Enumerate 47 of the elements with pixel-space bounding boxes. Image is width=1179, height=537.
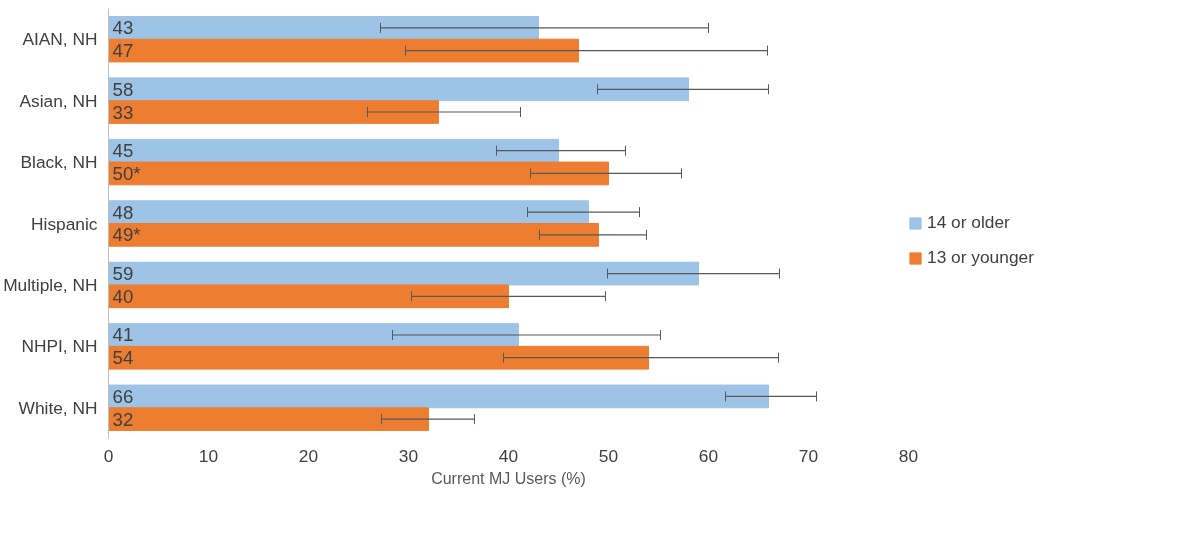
- y-tick-label: Multiple, NH: [3, 274, 98, 295]
- bar: [108, 161, 609, 186]
- y-tick-label: Asian, NH: [19, 90, 98, 111]
- data-label: 59: [112, 263, 134, 285]
- x-tick-label: 60: [698, 445, 719, 466]
- x-tick-label: 70: [798, 445, 819, 466]
- y-tick-label: White, NH: [18, 397, 98, 418]
- bar: [108, 200, 589, 224]
- data-label: 48: [112, 201, 134, 223]
- data-label: 45: [112, 140, 134, 162]
- data-label: 43: [112, 17, 134, 39]
- data-label: 66: [112, 385, 134, 407]
- bar: [108, 284, 509, 309]
- data-label: 32: [112, 408, 134, 430]
- bar: [108, 323, 519, 347]
- bar: [108, 100, 439, 124]
- data-label: 33: [112, 101, 134, 123]
- bar: [108, 138, 559, 163]
- data-label: 54: [112, 347, 134, 369]
- data-label: 49*: [112, 224, 141, 246]
- x-tick-label: 80: [898, 445, 919, 466]
- bar: [108, 15, 539, 40]
- data-label: 41: [112, 324, 134, 346]
- bar: [108, 407, 429, 432]
- x-tick-label: 0: [103, 445, 114, 466]
- bar: [108, 345, 649, 370]
- x-axis-title: Current MJ Users (%): [431, 469, 586, 487]
- data-label: 58: [112, 78, 134, 100]
- bar: [108, 38, 579, 63]
- bar: [108, 223, 599, 247]
- x-tick-label: 10: [198, 445, 219, 466]
- y-tick-label: Hispanic: [31, 213, 98, 234]
- bar: [108, 77, 689, 102]
- y-tick-label: NHPI, NH: [21, 336, 98, 357]
- data-label: 50*: [112, 162, 141, 184]
- bar: [108, 384, 769, 409]
- y-tick-label: Black, NH: [20, 152, 98, 173]
- data-label: 47: [112, 40, 134, 62]
- y-tick-label: AIAN, NH: [22, 29, 98, 50]
- x-tick-label: 40: [498, 445, 519, 466]
- bar: [108, 261, 699, 286]
- x-tick-label: 30: [398, 445, 419, 466]
- x-tick-label: 50: [598, 445, 619, 466]
- x-tick-label: 20: [298, 445, 319, 466]
- legend-label: 14 or older: [927, 212, 1010, 233]
- legend-label: 13 or younger: [927, 247, 1034, 268]
- data-label: 40: [112, 285, 134, 307]
